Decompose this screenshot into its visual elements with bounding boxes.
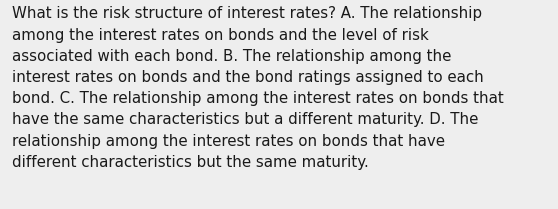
Text: What is the risk structure of interest rates? A. The relationship
among the inte: What is the risk structure of interest r… [12, 6, 504, 170]
